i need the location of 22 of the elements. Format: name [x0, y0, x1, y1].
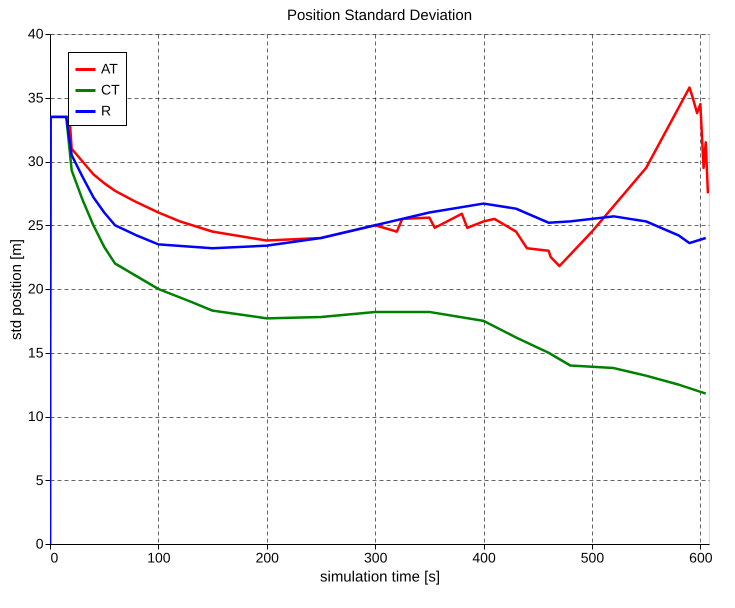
chart-title: Position Standard Deviation [286, 7, 472, 24]
y-tick-label: 25 [28, 216, 44, 233]
x-tick-label: 400 [472, 550, 496, 566]
x-axis-title: simulation time [s] [320, 568, 440, 586]
y-tick-label: 0 [36, 536, 44, 552]
y-tick-label: 40 [28, 26, 44, 42]
y-tick-label: 35 [28, 89, 44, 106]
x-tick-label: 600 [689, 550, 713, 566]
x-tick-label: 500 [580, 550, 604, 566]
y-tick-label: 20 [28, 280, 44, 296]
x-tick-label: 0 [50, 550, 58, 566]
y-tick-label: 15 [28, 344, 44, 360]
legend-label: CT [101, 82, 120, 98]
legend-label: AT [101, 60, 118, 76]
x-tick-label: 200 [256, 550, 280, 566]
x-tick-label: 100 [147, 550, 171, 566]
y-axis-title: std position [m] [8, 239, 25, 340]
y-tick-label: 5 [36, 472, 44, 488]
legend-label: R [101, 102, 112, 118]
x-tick-label: 300 [364, 550, 388, 566]
y-tick-label: 10 [28, 408, 44, 424]
y-tick-label: 30 [28, 153, 44, 169]
